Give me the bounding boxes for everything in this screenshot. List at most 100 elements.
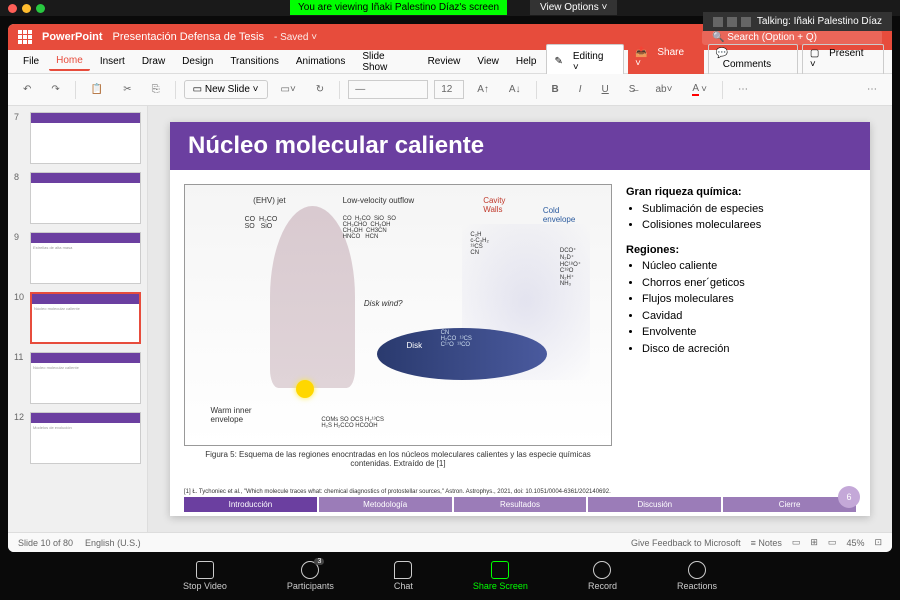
ribbon: ↶ ↷ 📋 ✂ ⎘ ▭ New Slide ˅ ▭˅ ↻ — 12 A↑ A↓ …	[8, 74, 892, 106]
italic-button[interactable]: I	[572, 80, 589, 99]
copy-button[interactable]: ⎘	[145, 80, 167, 99]
tab-view[interactable]: View	[470, 53, 506, 70]
label-lowvel: Low-velocity outflow	[343, 196, 415, 205]
traffic-lights	[8, 4, 45, 13]
reactions-icon	[688, 561, 706, 579]
slide: Núcleo molecular caliente (EHV) jet CO H…	[170, 122, 870, 516]
participants-button[interactable]: Participants	[287, 561, 334, 591]
share-screen-button[interactable]: Share Screen	[473, 561, 528, 591]
view-reading-icon[interactable]: ▭	[828, 537, 837, 548]
fontcolor-button[interactable]: A˅	[685, 79, 714, 100]
slide-body: (EHV) jet CO H₂CO SO SiO Low-velocity ou…	[170, 170, 870, 487]
list-item: Envolvente	[642, 324, 856, 341]
reset-button[interactable]: ↻	[309, 80, 331, 99]
min-dot[interactable]	[22, 4, 31, 13]
full-icon[interactable]	[741, 17, 751, 27]
talking-label: Talking: Iñaki Palestino Díaz	[757, 16, 882, 27]
max-dot[interactable]	[36, 4, 45, 13]
cut-button[interactable]: ✂	[116, 80, 138, 99]
more-button[interactable]: ⋯	[731, 80, 755, 99]
thumbnail-panel[interactable]: 7 8 9Estrellas de alta masa 10Núcleo molecu…	[8, 106, 148, 532]
undo-button[interactable]: ↶	[16, 80, 38, 99]
list-item: Colisiones molecularees	[642, 217, 856, 234]
powerpoint-window: PowerPoint Presentación Defensa de Tesis…	[8, 24, 892, 552]
view-normal-icon[interactable]: ▭	[792, 537, 801, 548]
bold-button[interactable]: B	[545, 80, 566, 99]
tab-transitions[interactable]: Transitions	[223, 53, 286, 70]
nav-tab: Resultados	[454, 497, 587, 512]
stop-video-button[interactable]: Stop Video	[183, 561, 227, 591]
reactions-button[interactable]: Reactions	[677, 561, 717, 591]
tab-animations[interactable]: Animations	[289, 53, 352, 70]
diagram-column: (EHV) jet CO H₂CO SO SiO Low-velocity ou…	[184, 184, 612, 473]
label-cavity: Cavity Walls	[483, 196, 505, 214]
search-input[interactable]: 🔍 Search (Option + Q)	[702, 30, 882, 45]
tab-file[interactable]: File	[16, 53, 46, 70]
reference-text: [1] Ł. Tychoniec et al., "Which molecule…	[170, 487, 870, 497]
chat-icon	[394, 561, 412, 579]
thumbnail-8[interactable]: 8	[14, 172, 141, 224]
status-bar: Slide 10 of 80 English (U.S.) Give Feedb…	[8, 532, 892, 552]
tab-draw[interactable]: Draw	[135, 53, 172, 70]
label-cavity-chem: C₂H c-C₃H₂ ¹³CS CN	[470, 232, 488, 256]
thumbnail-10[interactable]: 10Núcleo molecular caliente	[14, 292, 141, 344]
slide-counter[interactable]: Slide 10 of 80	[18, 538, 73, 548]
nav-tab: Cierre	[723, 497, 856, 512]
tab-slideshow[interactable]: Slide Show	[355, 48, 417, 76]
grow-font[interactable]: A↑	[470, 80, 496, 99]
tab-help[interactable]: Help	[509, 53, 544, 70]
language-label[interactable]: English (U.S.)	[85, 538, 141, 548]
list-1: Sublimación de especiesColisiones molecu…	[626, 201, 856, 234]
apps-icon[interactable]	[18, 30, 32, 44]
layout-button[interactable]: ▭˅	[274, 80, 303, 99]
label-ehv: (EHV) jet	[253, 196, 285, 205]
list-2: Núcleo calienteChorros ener´geticosFlujo…	[626, 258, 856, 357]
menu-tabs: File Home Insert Draw Design Transitions…	[8, 50, 892, 74]
feedback-link[interactable]: Give Feedback to Microsoft	[631, 538, 741, 548]
list-item: Flujos moleculares	[642, 291, 856, 308]
list-item: Núcleo caliente	[642, 258, 856, 275]
highlight-button[interactable]: ab˅	[648, 80, 679, 99]
view-options-button[interactable]: View Options ˅	[530, 0, 617, 15]
thumbnail-7[interactable]: 7	[14, 112, 141, 164]
protostar-icon	[296, 380, 314, 398]
slide-title: Núcleo molecular caliente	[170, 122, 870, 170]
slide-canvas[interactable]: Núcleo molecular caliente (EHV) jet CO H…	[148, 106, 892, 532]
shrink-font[interactable]: A↓	[502, 80, 528, 99]
list-item: Chorros ener´geticos	[642, 275, 856, 292]
participants-icon	[301, 561, 319, 579]
redo-button[interactable]: ↷	[44, 80, 66, 99]
font-select[interactable]: —	[348, 80, 428, 99]
tab-home[interactable]: Home	[49, 52, 90, 71]
notes-button[interactable]: ≡ Notes	[751, 538, 782, 548]
thumbnail-12[interactable]: 12Modelos de evolución	[14, 412, 141, 464]
save-status[interactable]: - Saved ˅	[274, 32, 317, 43]
share-icon	[491, 561, 509, 579]
window-icon[interactable]	[713, 17, 723, 27]
underline-button[interactable]: U	[595, 80, 616, 99]
new-slide-button[interactable]: ▭ New Slide ˅	[184, 80, 268, 99]
close-dot[interactable]	[8, 4, 17, 13]
zoom-level[interactable]: 45%	[846, 538, 864, 548]
fontsize-select[interactable]: 12	[434, 80, 464, 99]
label-warm-chem: COMs SO OCS H₂¹³CS H₂S H₂CCO HCOOH	[321, 417, 384, 429]
doc-name[interactable]: Presentación Defensa de Tesis	[113, 31, 264, 43]
nav-tabs: IntroducciónMetodologíaResultadosDiscusi…	[170, 497, 870, 516]
thumbnail-9[interactable]: 9Estrellas de alta masa	[14, 232, 141, 284]
paste-button[interactable]: 📋	[84, 80, 110, 99]
strike-button[interactable]: S̶	[622, 80, 643, 99]
view-sorter-icon[interactable]: ⊞	[810, 537, 818, 548]
nav-tab: Introducción	[184, 497, 317, 512]
chat-button[interactable]: Chat	[394, 561, 413, 591]
thumbnail-11[interactable]: 11Núcleo molecular caliente	[14, 352, 141, 404]
tab-insert[interactable]: Insert	[93, 53, 132, 70]
tab-design[interactable]: Design	[175, 53, 220, 70]
overflow-button[interactable]: ⋯	[860, 80, 884, 99]
grid-icon[interactable]	[727, 17, 737, 27]
zoom-toolbar: Stop Video Participants Chat Share Scree…	[0, 552, 900, 600]
figure-caption: Figura 5: Esquema de las regiones enocnt…	[184, 446, 612, 473]
heading-2: Regiones:	[626, 244, 679, 256]
fit-button[interactable]: ⊡	[874, 537, 882, 548]
record-button[interactable]: Record	[588, 561, 617, 591]
tab-review[interactable]: Review	[421, 53, 468, 70]
